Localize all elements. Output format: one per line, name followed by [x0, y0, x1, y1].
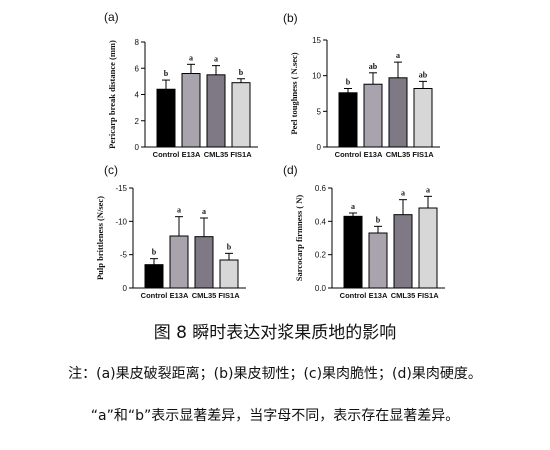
category-label: CML35 — [192, 291, 217, 300]
category-label: FIS1A — [218, 291, 240, 300]
significance-letter: a — [396, 51, 400, 60]
figure-note-line-1: 注：(a)果皮破裂距离；(b)果皮韧性；(c)果肉脆性；(d)果肉硬度。 — [68, 366, 482, 382]
significance-letter: b — [227, 242, 232, 251]
y-tick-label: 0 — [317, 143, 322, 152]
significance-letter: a — [426, 185, 430, 194]
bar-control — [338, 92, 358, 148]
y-tick-label: -10 — [115, 217, 127, 226]
bar-cml35 — [388, 77, 408, 148]
bar-e13a — [363, 83, 383, 148]
bar-control — [343, 215, 363, 289]
panel-label: (b) — [283, 11, 298, 25]
y-tick-label: 0.2 — [315, 251, 327, 260]
category-label: FIS1A — [417, 291, 439, 300]
chart-panel-3: (d) 0.0 0.2 0.4 0.6 Sarcocarp firmness ( N) a C… — [283, 163, 445, 300]
y-axis-label: Pericarp break distance (mm) — [107, 40, 117, 149]
significance-letter: a — [189, 53, 193, 62]
bar-fis1a — [418, 207, 438, 289]
significance-letter: b — [164, 69, 169, 78]
panel-label: (d) — [283, 163, 298, 177]
y-tick-label: 15 — [312, 36, 321, 45]
category-label: Control — [335, 150, 362, 159]
figure-charts: (a) 0 2 4 6 8 Pericarp break distance (mm) b Con… — [95, 10, 445, 300]
y-tick-label: 0.6 — [315, 184, 327, 193]
y-tick-label: 4 — [135, 91, 140, 100]
bar-e13a — [169, 235, 189, 289]
chart-panel-2: (c) 0 -5 -10 -15 Pulp brittleness (N/sec) b Con… — [95, 163, 246, 300]
category-label: E13A — [170, 291, 189, 300]
bar-fis1a — [413, 88, 433, 148]
bar-e13a — [368, 232, 388, 289]
y-tick-label: 5 — [317, 107, 322, 116]
category-label: E13A — [364, 150, 383, 159]
y-tick-label: -5 — [120, 251, 128, 260]
y-tick-label: 0.0 — [315, 284, 327, 293]
significance-letter: ab — [419, 70, 428, 79]
category-label: E13A — [182, 150, 201, 159]
bar-cml35 — [393, 214, 413, 289]
bar-fis1a — [219, 259, 239, 289]
significance-letter: b — [346, 78, 351, 87]
y-tick-label: 6 — [135, 64, 140, 73]
bar-control — [156, 88, 176, 148]
bar-fis1a — [231, 82, 251, 148]
category-label: Control — [153, 150, 180, 159]
category-label: Control — [340, 291, 367, 300]
category-label: CML35 — [391, 291, 416, 300]
panel-label: (a) — [104, 10, 119, 24]
y-tick-label: 0 — [135, 143, 140, 152]
significance-letter: a — [401, 189, 405, 198]
figure-note-line-2: “a”和“b”表示显著差异，当字母不同，表示存在显著差异。 — [90, 408, 460, 424]
figure-caption: 图 8 瞬时表达对浆果质地的影响 — [153, 323, 397, 343]
category-label: E13A — [369, 291, 388, 300]
significance-letter: b — [152, 248, 157, 257]
y-tick-label: 10 — [312, 72, 321, 81]
category-label: CML35 — [204, 150, 229, 159]
y-axis-label: Peel toughness ( N.sec) — [289, 52, 299, 134]
significance-letter: a — [202, 207, 206, 216]
category-label: CML35 — [386, 150, 411, 159]
bar-cml35 — [194, 236, 214, 289]
y-tick-label: 2 — [135, 117, 140, 126]
y-tick-label: 0 — [123, 284, 128, 293]
bar-cml35 — [206, 74, 226, 148]
category-label: Control — [141, 291, 168, 300]
significance-letter: b — [376, 215, 381, 224]
chart-panel-0: (a) 0 2 4 6 8 Pericarp break distance (mm) b Con… — [104, 10, 258, 159]
y-tick-label: 0.4 — [315, 217, 327, 226]
category-label: FIS1A — [230, 150, 252, 159]
significance-letter: ab — [369, 62, 378, 71]
significance-letter: a — [177, 206, 181, 215]
bar-control — [144, 264, 164, 289]
y-axis-label: Pulp brittleness (N/sec) — [95, 196, 105, 280]
y-tick-label: -15 — [115, 184, 127, 193]
significance-letter: b — [239, 68, 244, 77]
significance-letter: a — [214, 55, 218, 64]
y-tick-label: 8 — [135, 38, 140, 47]
category-label: FIS1A — [412, 150, 434, 159]
significance-letter: a — [351, 202, 355, 211]
y-axis-label: Sarcocarp firmness ( N) — [294, 195, 304, 282]
panel-label: (c) — [104, 163, 118, 177]
chart-panel-1: (b) 0 5 10 15 Peel toughness ( N.sec) b Control… — [283, 11, 440, 159]
bar-e13a — [181, 73, 201, 148]
